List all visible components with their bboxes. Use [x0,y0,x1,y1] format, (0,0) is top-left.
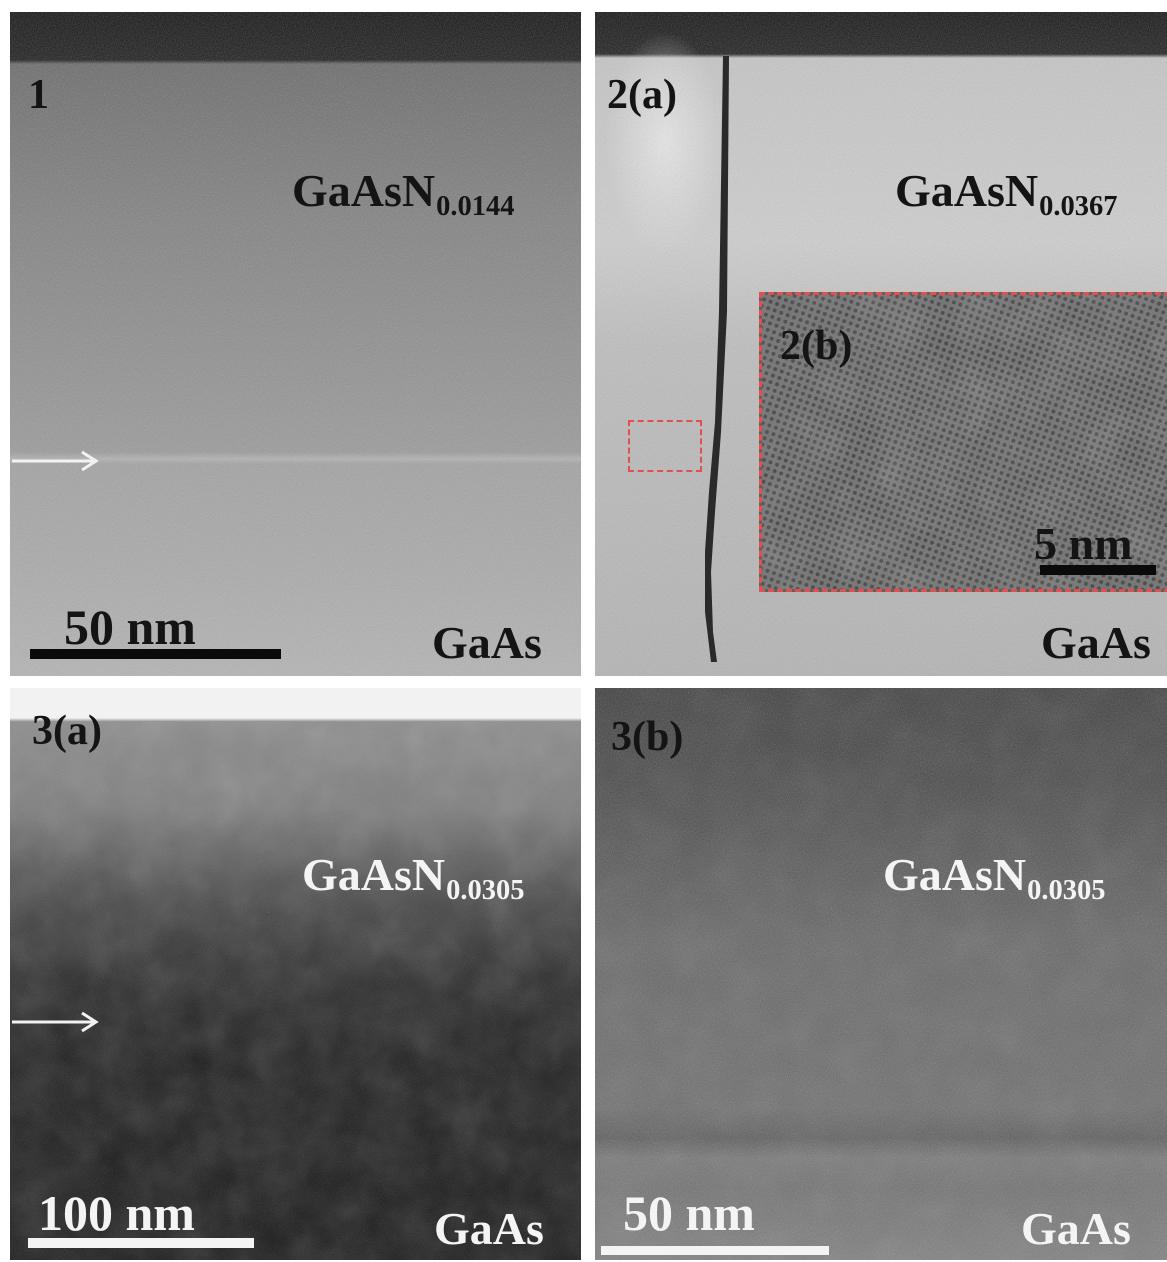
micrograph-texture [10,722,581,1260]
inset-tag: 2(b) [780,323,853,369]
substrate-label: GaAs [432,617,542,668]
selection-box [628,420,702,472]
interface-arrow [12,1011,99,1033]
panel-3a: 3(a) GaAsN0.0305 100 nm GaAs [10,688,581,1260]
interface-arrow [12,450,99,472]
scale-bar [28,1238,254,1248]
film-composition: 0.0305 [1027,875,1106,907]
film-label: GaAsN0.0305 [883,849,1106,907]
scale-bar [30,649,281,659]
substrate-label: GaAs [1021,1203,1131,1254]
film-label: GaAsN0.0144 [292,165,515,223]
scale-bar-label: 50 nm [64,599,196,655]
inset-2b: 2(b) 5 nm [759,292,1167,592]
micrograph-texture [10,12,581,676]
sample-crack [705,56,729,662]
lattice-image [762,295,1167,589]
micrograph-texture [595,688,1167,1260]
panel-2a: 2(a) GaAsN0.0367 2(b) 5 nm GaAs [595,12,1167,676]
panel-tag: 1 [28,72,49,118]
substrate-label: GaAs [1041,617,1151,668]
scale-bar-label: 50 nm [623,1185,755,1241]
film-composition: 0.0144 [436,191,515,223]
panel-1: 1 GaAsN0.0144 50 nm GaAs [10,12,581,676]
film-label: GaAsN0.0305 [302,849,525,907]
inset-scale-bar [1040,565,1156,575]
substrate-label: GaAs [434,1203,544,1254]
film-composition: 0.0367 [1039,191,1118,223]
panel-tag: 3(a) [32,708,102,754]
scale-bar-label: 100 nm [38,1185,195,1241]
panel-tag: 2(a) [607,72,677,118]
scale-bar [601,1246,829,1255]
inset-scale-bar-label: 5 nm [1034,518,1133,569]
panel-3b: 3(b) GaAsN0.0305 50 nm GaAs [595,688,1167,1260]
panel-tag: 3(b) [611,714,684,760]
film-label: GaAsN0.0367 [895,165,1118,223]
film-composition: 0.0305 [446,875,525,907]
